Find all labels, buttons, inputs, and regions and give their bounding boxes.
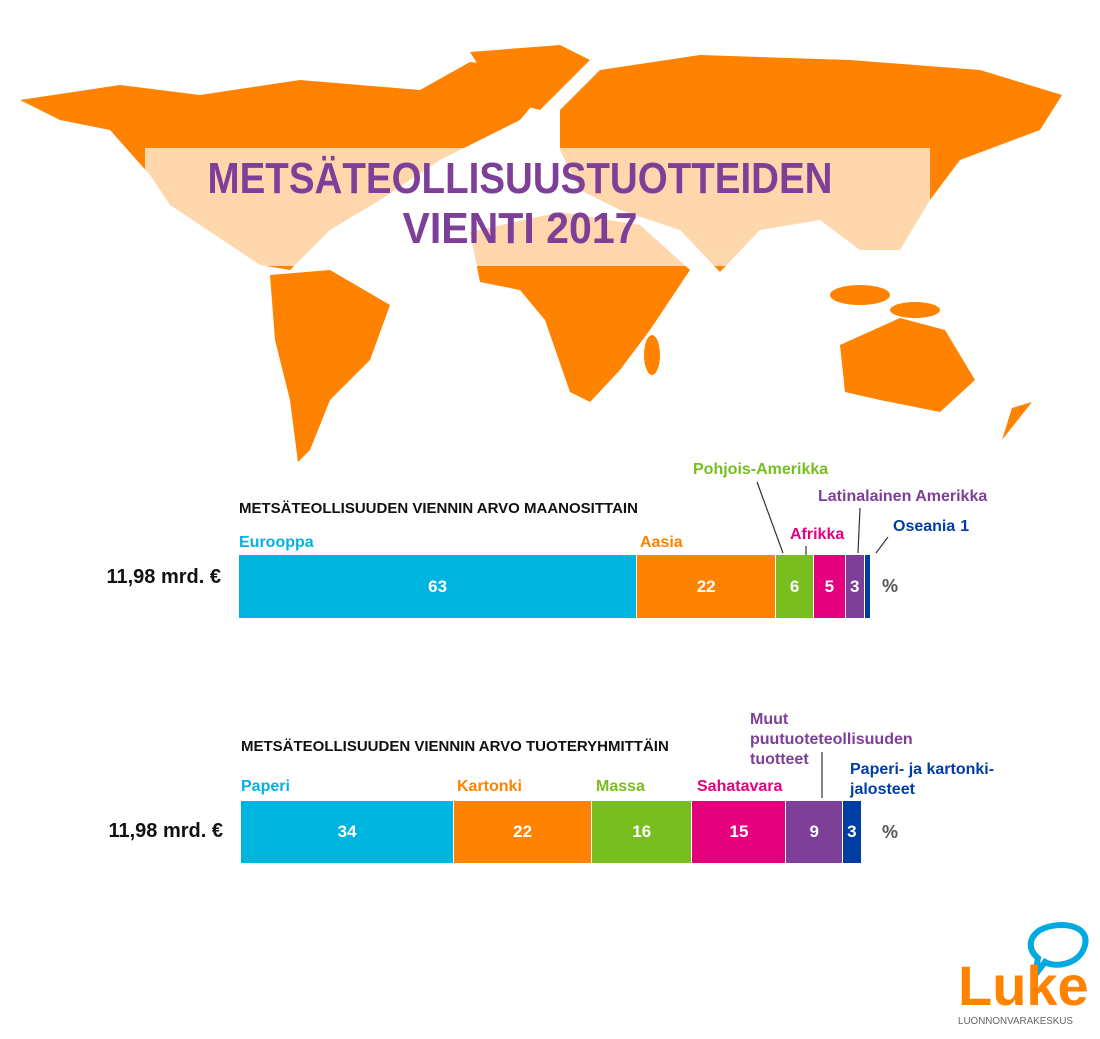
value-label: 9	[809, 822, 819, 841]
value-label: 3	[849, 576, 860, 596]
bar-segment	[864, 555, 871, 618]
bar-segment: 16	[592, 801, 693, 863]
segment-label: Kartonki	[457, 778, 522, 795]
value-label: 63	[428, 576, 448, 596]
unit-label: %	[882, 822, 899, 842]
value-label: 22	[513, 822, 533, 841]
value-label: 3	[847, 822, 857, 841]
total-label: 11,98 mrd. €	[106, 566, 221, 588]
leader-line	[875, 536, 889, 554]
bar-segment: 15	[692, 801, 787, 863]
value-label: 15	[729, 822, 749, 841]
logo-name: Luke	[958, 954, 1089, 1017]
segment-label: Sahatavara	[697, 778, 783, 795]
main-title: METSÄTEOLLISUUSTUOTTEIDEN	[208, 154, 833, 203]
bar-segment: 9	[786, 801, 843, 863]
logo-tagline: LUONNONVARAKESKUS	[958, 1016, 1073, 1027]
value-label: 5	[824, 576, 835, 596]
main-title: VIENTI 2017	[403, 204, 638, 253]
segment-label: Pohjois-Amerikka	[693, 461, 829, 478]
segment-label: Paperi	[241, 778, 290, 795]
value-label: 16	[632, 822, 652, 841]
bar-segment: 3	[845, 555, 865, 618]
bar-segment: 34	[241, 801, 455, 863]
value-label: 22	[696, 576, 716, 596]
segment-label: Muut puutuoteteollisuuden tuotteet	[750, 711, 913, 768]
segment-label: Massa	[596, 778, 645, 795]
bar-segment: 6	[776, 555, 815, 618]
chart-title: METSÄTEOLLISUUDEN VIENNIN ARVO MAANOSITT…	[239, 500, 638, 517]
segment-label: Eurooppa	[239, 534, 314, 551]
bar-segment: 5	[814, 555, 846, 618]
leader-line	[756, 481, 784, 554]
chart-title: METSÄTEOLLISUUDEN VIENNIN ARVO TUOTERYHM…	[241, 738, 669, 755]
value-label: 6	[789, 576, 800, 596]
title-band	[145, 148, 930, 266]
segment-label: Paperi- ja kartonki-jalosteet	[850, 761, 995, 798]
leader-line	[857, 507, 861, 554]
segment-label: Oseania 1	[893, 518, 970, 535]
segment-label: Afrikka	[790, 526, 845, 543]
segment-label: Latinalainen Amerikka	[818, 488, 988, 505]
total-label: 11,98 mrd. €	[108, 820, 223, 842]
unit-label: %	[882, 576, 899, 596]
logo-icon	[1027, 922, 1089, 977]
segment-label: Aasia	[640, 534, 683, 551]
value-label: 34	[337, 822, 357, 841]
bar-segment: 22	[454, 801, 593, 863]
bar-segment: 22	[637, 555, 777, 618]
bar-segment: 63	[239, 555, 638, 618]
bar-segment: 3	[842, 801, 862, 863]
value-label: 1	[960, 518, 970, 535]
